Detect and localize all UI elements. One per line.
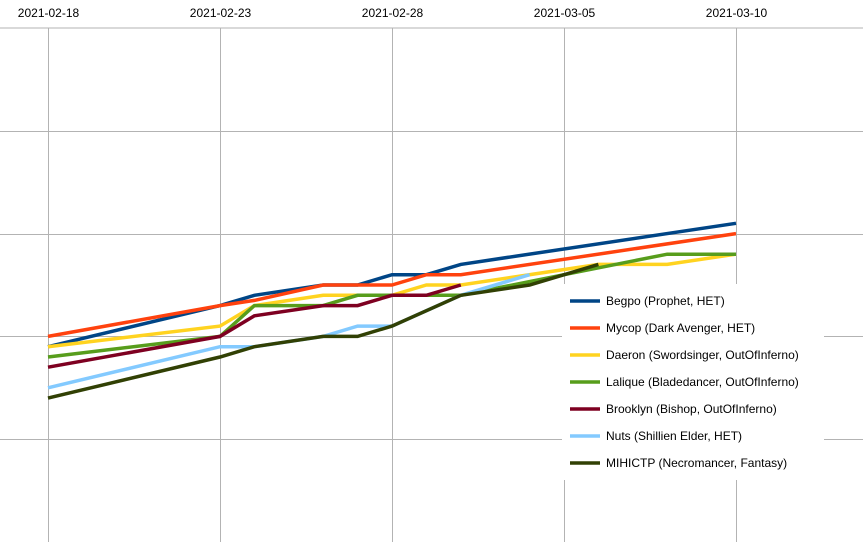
series-line — [47, 252, 737, 349]
series-line — [47, 231, 737, 339]
x-tick-label: 2021-02-18 — [18, 6, 80, 20]
x-tick-label: 2021-02-23 — [190, 6, 252, 20]
legend-label: MIHICTP (Necromancer, Fantasy) — [606, 456, 787, 470]
legend-label: Lalique (Bladedancer, OutOfInferno) — [606, 375, 799, 389]
legend-label: Mycop (Dark Avenger, HET) — [606, 321, 755, 335]
x-tick-label: 2021-03-05 — [534, 6, 596, 20]
x-tick-label: 2021-02-28 — [362, 6, 424, 20]
x-tick-label: 2021-03-10 — [706, 6, 768, 20]
x-axis-ticks: 2021-02-18 2021-02-23 2021-02-28 2021-03-05… — [18, 6, 768, 20]
series-lines — [47, 221, 737, 400]
legend-label: Brooklyn (Bishop, OutOfInferno) — [606, 402, 777, 416]
legend-label: Begpo (Prophet, HET) — [606, 294, 725, 308]
legend-label: Nuts (Shillien Elder, HET) — [606, 429, 742, 443]
legend: Begpo (Prophet, HET) Mycop (Dark Avenger,… — [562, 284, 824, 480]
series-line — [47, 283, 462, 369]
legend-label: Daeron (Swordsinger, OutOfInferno) — [606, 348, 799, 362]
series-line — [47, 252, 736, 359]
series-line — [47, 262, 599, 400]
legend-background — [562, 284, 824, 480]
